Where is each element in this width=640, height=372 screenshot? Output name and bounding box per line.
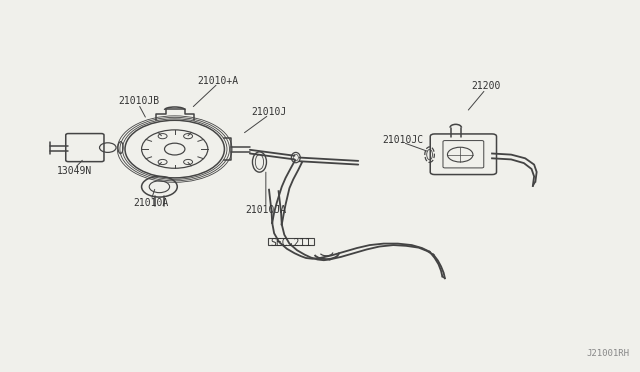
Text: 21200: 21200 — [471, 81, 500, 91]
Text: 21010J: 21010J — [252, 107, 287, 117]
Text: 13049N: 13049N — [57, 166, 92, 176]
Text: 21010A: 21010A — [134, 198, 169, 208]
Text: SEC.211: SEC.211 — [271, 238, 312, 248]
Text: 21010JA: 21010JA — [245, 205, 286, 215]
Text: J21001RH: J21001RH — [586, 349, 629, 358]
Text: 21010JB: 21010JB — [118, 96, 159, 106]
Text: 21010JC: 21010JC — [382, 135, 424, 145]
Text: 21010+A: 21010+A — [198, 76, 239, 86]
